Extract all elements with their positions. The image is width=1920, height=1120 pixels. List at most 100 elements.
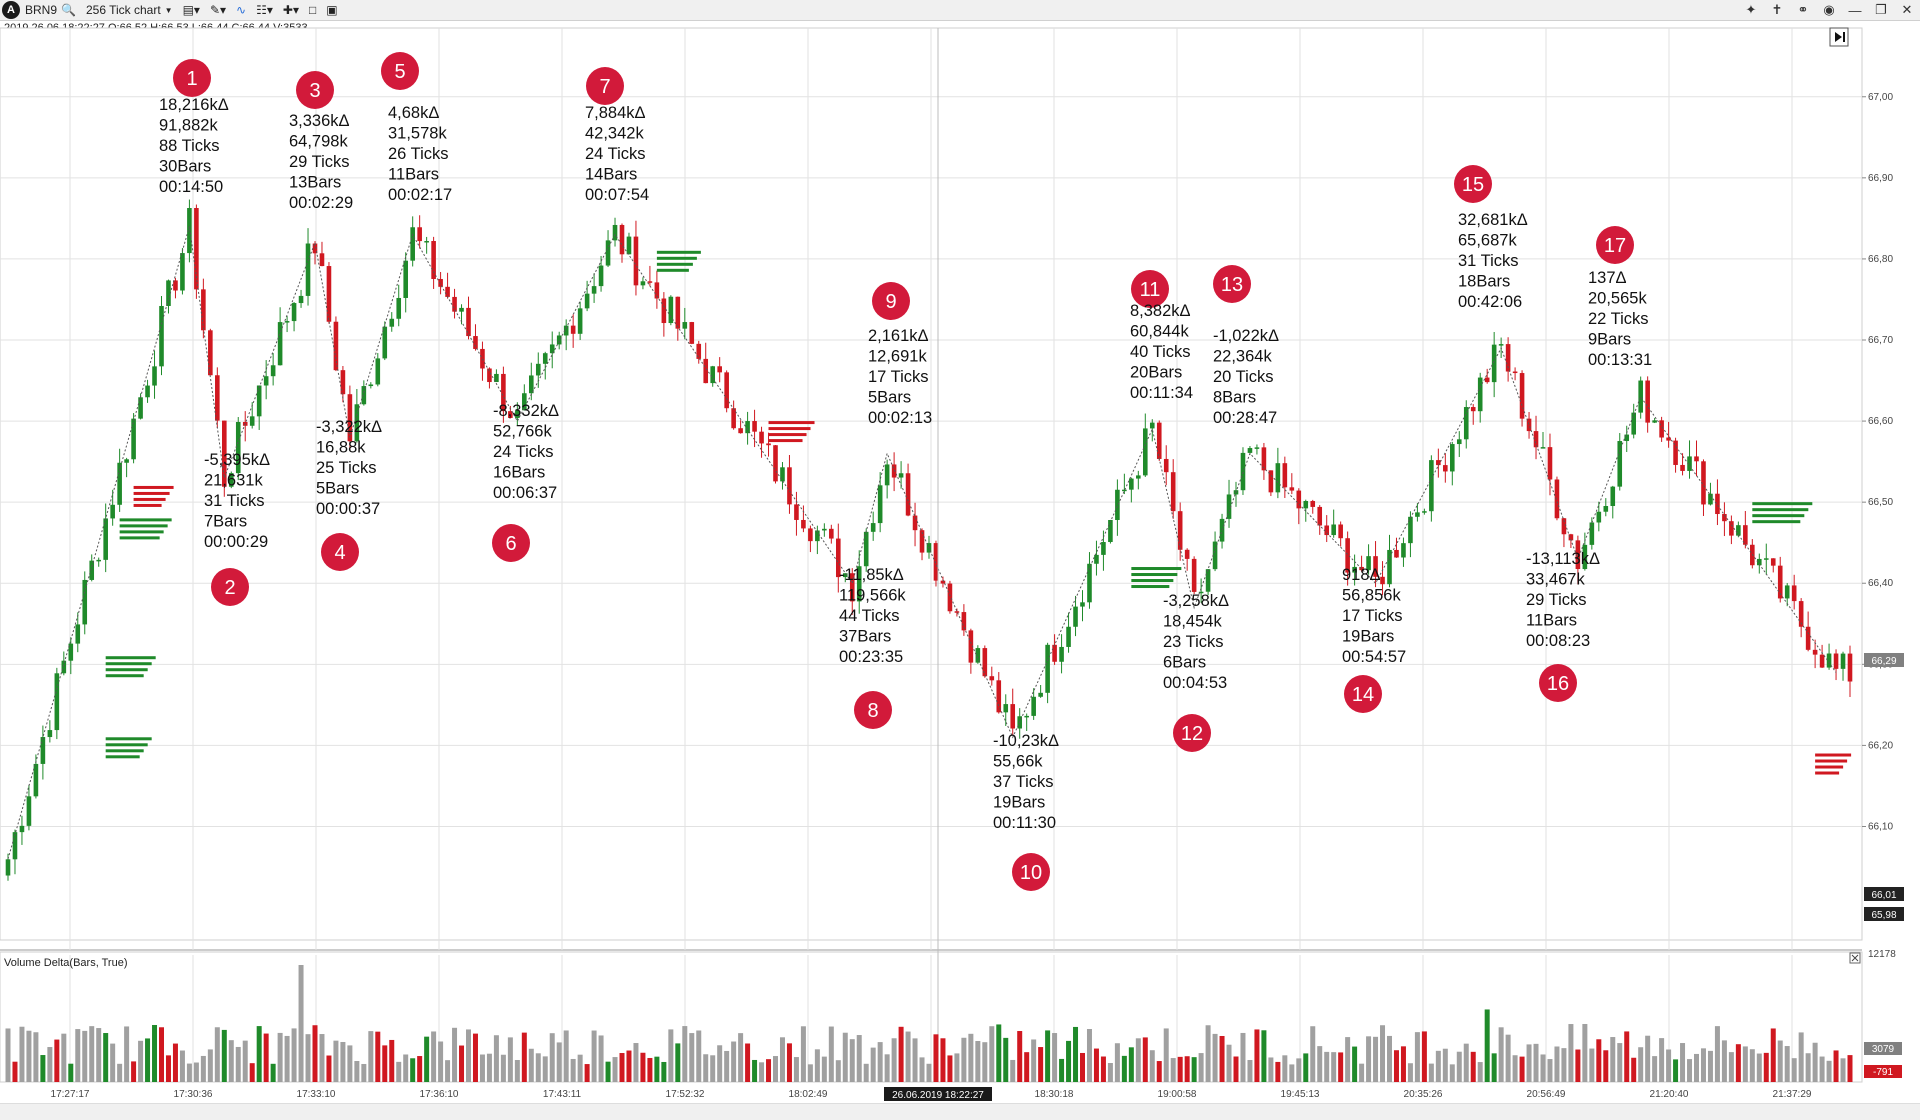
- candle[interactable]: [166, 280, 171, 306]
- candle[interactable]: [1394, 549, 1399, 558]
- candle[interactable]: [1498, 344, 1504, 346]
- segment-marker[interactable]: [211, 568, 249, 606]
- candle[interactable]: [1756, 558, 1762, 566]
- candle[interactable]: [1596, 511, 1602, 523]
- candle[interactable]: [1847, 653, 1853, 682]
- candle[interactable]: [319, 253, 325, 267]
- candle[interactable]: [1184, 549, 1190, 559]
- candle[interactable]: [305, 243, 311, 296]
- candle[interactable]: [766, 443, 771, 446]
- candle[interactable]: [326, 266, 332, 322]
- candle[interactable]: [1170, 472, 1176, 512]
- candle[interactable]: [640, 281, 646, 286]
- candle[interactable]: [96, 559, 102, 562]
- candle[interactable]: [542, 353, 548, 364]
- candle[interactable]: [842, 573, 848, 578]
- segment-marker[interactable]: [1596, 226, 1634, 264]
- segment-marker[interactable]: [1454, 165, 1492, 203]
- candle[interactable]: [1240, 452, 1246, 491]
- candle[interactable]: [724, 372, 729, 409]
- candle[interactable]: [1177, 511, 1183, 550]
- candle[interactable]: [647, 281, 653, 283]
- candle[interactable]: [1526, 418, 1532, 432]
- candle[interactable]: [989, 676, 995, 681]
- candle[interactable]: [1115, 489, 1120, 521]
- candle[interactable]: [1582, 544, 1588, 570]
- candle[interactable]: [473, 336, 478, 349]
- candle[interactable]: [1296, 490, 1302, 509]
- candle[interactable]: [201, 289, 206, 331]
- candle[interactable]: [1645, 380, 1650, 423]
- candle[interactable]: [375, 358, 381, 385]
- candle[interactable]: [577, 308, 583, 334]
- candle[interactable]: [1547, 447, 1553, 480]
- candle[interactable]: [954, 611, 960, 613]
- candle[interactable]: [180, 253, 185, 291]
- candle[interactable]: [54, 673, 60, 731]
- candle[interactable]: [1038, 692, 1043, 697]
- candle[interactable]: [905, 473, 911, 516]
- candle[interactable]: [598, 265, 604, 287]
- candle[interactable]: [619, 224, 625, 255]
- candle[interactable]: [487, 368, 492, 383]
- candle[interactable]: [1540, 447, 1546, 449]
- candle[interactable]: [403, 260, 409, 298]
- candle[interactable]: [1673, 440, 1678, 465]
- candle[interactable]: [1073, 606, 1078, 627]
- candle[interactable]: [1338, 524, 1343, 539]
- close-icon[interactable]: ✕: [1901, 2, 1913, 17]
- candle[interactable]: [396, 297, 402, 319]
- candle[interactable]: [1659, 420, 1664, 438]
- candle[interactable]: [745, 421, 750, 434]
- candle[interactable]: [1554, 479, 1560, 519]
- candle[interactable]: [1408, 516, 1413, 544]
- candle[interactable]: [584, 293, 590, 309]
- candle[interactable]: [1561, 518, 1567, 535]
- candle[interactable]: [1484, 377, 1490, 383]
- candle[interactable]: [1380, 576, 1385, 585]
- candle[interactable]: [89, 560, 95, 580]
- candle[interactable]: [891, 464, 897, 478]
- candle[interactable]: [605, 240, 611, 266]
- candle[interactable]: [1603, 506, 1609, 512]
- segment-marker[interactable]: [1213, 265, 1251, 303]
- candle[interactable]: [1003, 704, 1009, 713]
- candle[interactable]: [1840, 653, 1846, 669]
- candle[interactable]: [1443, 465, 1448, 472]
- candle[interactable]: [263, 376, 269, 386]
- candle[interactable]: [1310, 501, 1316, 507]
- instrument-selector[interactable]: BRN9 🔍: [20, 0, 81, 20]
- candle[interactable]: [1066, 626, 1071, 647]
- segment-marker[interactable]: [1131, 270, 1169, 308]
- candle[interactable]: [940, 580, 946, 584]
- candle[interactable]: [1812, 649, 1818, 655]
- candle[interactable]: [1610, 486, 1616, 507]
- candle[interactable]: [26, 796, 32, 826]
- candle[interactable]: [47, 730, 53, 738]
- candle[interactable]: [1470, 407, 1476, 412]
- candle[interactable]: [138, 397, 143, 419]
- candle[interactable]: [801, 519, 806, 529]
- candle[interactable]: [1624, 434, 1630, 442]
- candle[interactable]: [40, 737, 46, 764]
- candle[interactable]: [849, 573, 855, 602]
- candle[interactable]: [1694, 456, 1699, 462]
- candle[interactable]: [145, 385, 150, 398]
- candle[interactable]: [1722, 514, 1727, 522]
- candle[interactable]: [835, 538, 841, 578]
- template-icon[interactable]: ☷▾: [256, 3, 273, 17]
- candle[interactable]: [110, 504, 115, 519]
- candle[interactable]: [333, 321, 339, 371]
- candle[interactable]: [1156, 422, 1162, 459]
- candle[interactable]: [466, 307, 471, 337]
- candle[interactable]: [612, 224, 618, 241]
- chart-type-dropdown[interactable]: 256 Tick chart ▼: [81, 0, 178, 20]
- indicator-icon[interactable]: ∿: [236, 3, 247, 17]
- candle[interactable]: [431, 241, 436, 279]
- candle[interactable]: [124, 459, 129, 463]
- segment-marker[interactable]: [1012, 853, 1050, 891]
- candle[interactable]: [535, 363, 541, 376]
- candle[interactable]: [1101, 542, 1106, 555]
- candle[interactable]: [808, 528, 813, 542]
- candle[interactable]: [1191, 558, 1197, 592]
